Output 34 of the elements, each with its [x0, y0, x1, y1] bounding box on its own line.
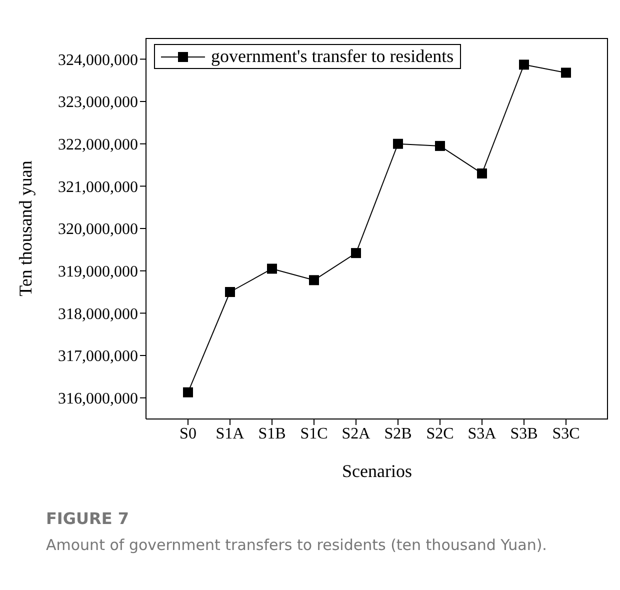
point — [183, 387, 193, 398]
y-tick-label: 316,000,000 — [58, 390, 138, 408]
x-tick-label: S1A — [216, 425, 245, 442]
point — [351, 248, 361, 258]
y-tick-label: 323,000,000 — [58, 94, 138, 112]
x-tick-label: S2B — [384, 425, 412, 442]
point — [477, 168, 487, 178]
point — [267, 264, 277, 274]
point — [309, 275, 319, 286]
point — [393, 138, 403, 149]
x-tick-label: S1B — [258, 425, 286, 442]
y-tick-label: 320,000,000 — [58, 221, 138, 238]
x-tick-label: S1C — [300, 425, 328, 442]
y-tick-label: 321,000,000 — [58, 178, 138, 196]
y-tick-label: 317,000,000 — [58, 348, 138, 366]
x-tick-label: S3A — [468, 425, 497, 442]
caption: FIGURE 7 — [46, 509, 130, 528]
point — [561, 68, 571, 78]
x-tick-label: S0 — [180, 425, 196, 442]
y-tick-label: 324,000,000 — [58, 52, 138, 69]
y-axis-title: Ten thousand yuan — [15, 160, 36, 296]
legend-label: government's transfer to residents — [211, 46, 454, 67]
x-tick-label: S2C — [426, 425, 454, 442]
point — [519, 60, 529, 70]
x-tick-label: S3B — [510, 425, 538, 442]
y-tick-label: 322,000,000 — [58, 136, 138, 154]
x-tick-label: S2A — [342, 425, 371, 442]
y-tick-label: 319,000,000 — [58, 264, 138, 281]
x-tick-label: S3C — [552, 425, 580, 442]
y-tick-label: 318,000,000 — [58, 306, 138, 323]
point — [225, 287, 235, 297]
text: Amount of government transfers to residents (ten thousand Yuan). — [46, 535, 548, 556]
point — [435, 140, 445, 151]
x-axis-title: Scenarios — [342, 461, 412, 481]
